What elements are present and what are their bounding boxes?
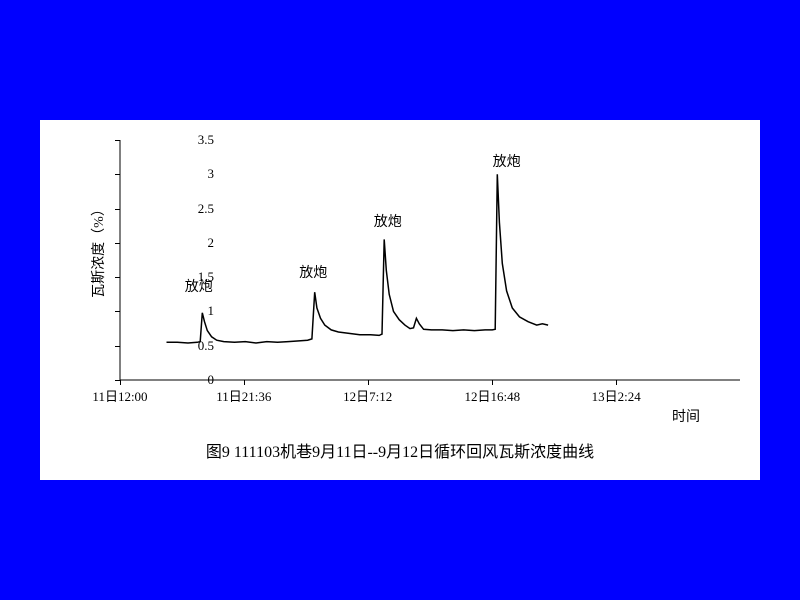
y-tick-label: 3 — [208, 166, 215, 182]
x-tick-mark — [616, 380, 617, 385]
y-tick-mark — [115, 277, 120, 278]
chart-caption: 图9 111103机巷9月11日--9月12日循环回风瓦斯浓度曲线 — [40, 438, 760, 462]
x-tick-label: 12日7:12 — [343, 386, 392, 405]
y-tick-mark — [115, 140, 120, 141]
y-tick-mark — [115, 311, 120, 312]
y-tick-mark — [115, 346, 120, 347]
x-axis-title: 时间 — [672, 406, 700, 426]
x-tick-label: 12日16:48 — [464, 386, 520, 405]
x-tick-label: 13日2:24 — [592, 386, 641, 405]
y-tick-label: 1 — [208, 303, 215, 319]
y-tick-label: 2 — [208, 235, 215, 251]
y-tick-mark — [115, 209, 120, 210]
annotation-label: 放炮 — [374, 211, 402, 231]
annotation-label: 放炮 — [185, 276, 213, 296]
x-tick-mark — [368, 380, 369, 385]
y-tick-mark — [115, 243, 120, 244]
x-tick-label: 11日21:36 — [216, 386, 271, 405]
y-tick-mark — [115, 174, 120, 175]
x-tick-label: 11日12:00 — [92, 386, 147, 405]
annotation-label: 放炮 — [493, 151, 521, 171]
chart-panel: 瓦斯浓度（%） 时间 图9 111103机巷9月11日--9月12日循环回风瓦斯… — [40, 120, 760, 480]
y-tick-label: 2.5 — [198, 201, 214, 217]
annotation-label: 放炮 — [299, 262, 327, 282]
x-tick-mark — [492, 380, 493, 385]
y-tick-label: 0 — [208, 372, 215, 388]
y-tick-label: 3.5 — [198, 132, 214, 148]
x-tick-mark — [120, 380, 121, 385]
y-axis-title: 瓦斯浓度（%） — [88, 202, 108, 298]
x-tick-mark — [244, 380, 245, 385]
y-tick-label: 0.5 — [198, 338, 214, 354]
